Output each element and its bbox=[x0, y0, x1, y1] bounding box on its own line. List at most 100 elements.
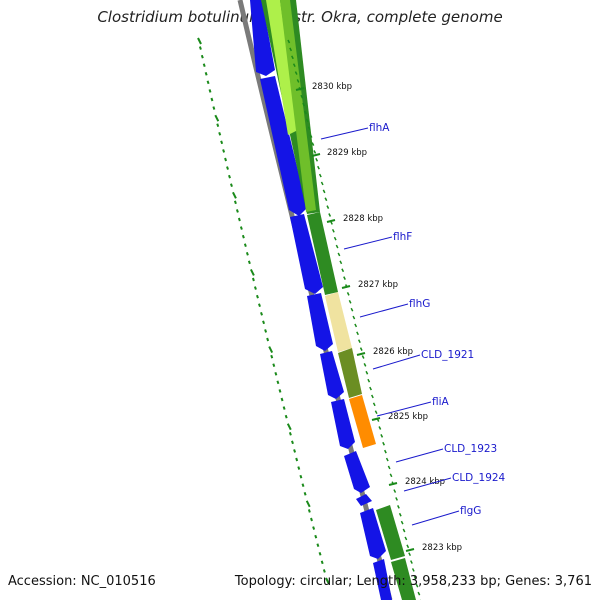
minor-tick bbox=[313, 150, 317, 154]
gc-dash bbox=[218, 131, 222, 136]
minor-tick bbox=[385, 457, 389, 462]
gc-dash bbox=[247, 260, 251, 265]
gc-dash bbox=[312, 526, 316, 530]
gc-dash bbox=[325, 577, 330, 585]
minor-tick bbox=[309, 134, 313, 138]
minor-tick bbox=[361, 355, 365, 359]
minor-tick bbox=[400, 520, 404, 525]
gc-dash bbox=[293, 449, 297, 453]
scale-tick-label: 2825 kbp bbox=[388, 412, 428, 422]
gc-dash bbox=[282, 406, 286, 410]
label-leader bbox=[320, 127, 369, 140]
gene-label: CLD_1923 bbox=[444, 443, 497, 455]
scale-tick-label: 2828 kbp bbox=[343, 214, 383, 224]
minor-tick bbox=[291, 55, 294, 60]
cds-feature bbox=[290, 214, 323, 294]
label-leader bbox=[411, 510, 460, 526]
gc-dash bbox=[284, 414, 288, 419]
gc-dash bbox=[216, 123, 220, 128]
minor-tick bbox=[322, 189, 326, 194]
minor-tick bbox=[292, 63, 296, 67]
gc-dash bbox=[251, 277, 255, 282]
minor-tick bbox=[348, 299, 352, 304]
gc-dash bbox=[228, 174, 231, 179]
gc-dash bbox=[272, 363, 276, 368]
gc-dash bbox=[310, 517, 313, 522]
minor-tick bbox=[350, 307, 354, 312]
minor-tick bbox=[370, 394, 374, 399]
minor-tick bbox=[354, 323, 358, 328]
major-tick bbox=[295, 87, 305, 91]
gene-segment bbox=[280, 0, 316, 212]
gc-dash bbox=[220, 140, 224, 145]
label-leader bbox=[372, 354, 421, 370]
gc-dash bbox=[204, 71, 208, 76]
minor-tick bbox=[378, 426, 382, 430]
gc-dash bbox=[274, 371, 278, 376]
gc-dash bbox=[276, 380, 280, 385]
gc-dash bbox=[222, 149, 226, 153]
gc-dash bbox=[233, 200, 237, 205]
gc-dash bbox=[239, 226, 243, 230]
cds-track bbox=[250, 0, 392, 600]
gc-dash bbox=[320, 560, 324, 565]
major-tick bbox=[405, 548, 415, 552]
cds-feature bbox=[373, 559, 392, 600]
label-leader bbox=[403, 477, 452, 492]
genome-title: Clostridium botulinum B1 str. Okra, comp… bbox=[97, 8, 503, 26]
gc-dash bbox=[288, 431, 292, 436]
dotted-ring bbox=[197, 37, 330, 585]
minor-tick bbox=[328, 213, 332, 217]
minor-tick bbox=[317, 165, 320, 170]
scale-tick-label: 2830 kbp bbox=[312, 82, 352, 92]
gc-dash bbox=[318, 551, 322, 556]
gene-label: fliA bbox=[432, 396, 450, 408]
minor-tick bbox=[410, 560, 413, 564]
gene-label: flhA bbox=[369, 122, 390, 134]
minor-tick bbox=[331, 228, 335, 233]
cds-feature bbox=[307, 293, 333, 351]
minor-tick bbox=[326, 205, 330, 209]
gc-dash bbox=[197, 37, 202, 45]
minor-tick bbox=[352, 315, 356, 320]
gc-dash bbox=[245, 251, 249, 256]
gc-dash bbox=[297, 466, 301, 470]
minor-tick bbox=[296, 79, 300, 83]
gc-dash bbox=[232, 191, 237, 199]
gc-dash bbox=[314, 534, 318, 539]
gene-labels: flhA flhF flhG CLD_1921 fliA CLD_1923 CLD_1924… bbox=[320, 122, 506, 526]
major-tick bbox=[311, 153, 321, 157]
gc-dash bbox=[200, 54, 204, 59]
gc-dash bbox=[206, 80, 210, 85]
scale-tick-label: 2823 kbp bbox=[422, 543, 462, 553]
minor-tick bbox=[318, 173, 322, 178]
minor-tick bbox=[413, 576, 417, 580]
gc-dash bbox=[286, 423, 292, 431]
minor-tick bbox=[302, 102, 306, 107]
minor-tick bbox=[359, 347, 363, 351]
scale-ticks: 2830 kbp 2829 kbp 2828 kbp 2827 kbp 2826 kbp… bbox=[287, 39, 462, 600]
gc-dash bbox=[224, 157, 228, 162]
gene-segment bbox=[376, 505, 405, 560]
minor-tick bbox=[335, 244, 339, 249]
scale-tick-label: 2826 kbp bbox=[373, 347, 413, 357]
minor-tick bbox=[339, 260, 343, 265]
minor-tick bbox=[365, 370, 369, 375]
gc-dash bbox=[202, 63, 206, 68]
gene-segment bbox=[349, 395, 376, 448]
minor-tick bbox=[357, 339, 361, 344]
gene-segment bbox=[325, 292, 352, 352]
gc-dash bbox=[235, 209, 239, 213]
gene-segment bbox=[266, 0, 298, 135]
cds-feature bbox=[356, 494, 372, 506]
minor-tick bbox=[307, 126, 311, 131]
gc-dash bbox=[307, 509, 311, 513]
cds-feature bbox=[320, 351, 344, 399]
minor-tick bbox=[287, 39, 291, 44]
minor-tick bbox=[346, 292, 350, 296]
major-tick bbox=[388, 482, 398, 486]
cds-feature bbox=[331, 399, 355, 449]
gene-label: flhF bbox=[393, 231, 412, 243]
minor-tick bbox=[343, 276, 346, 280]
